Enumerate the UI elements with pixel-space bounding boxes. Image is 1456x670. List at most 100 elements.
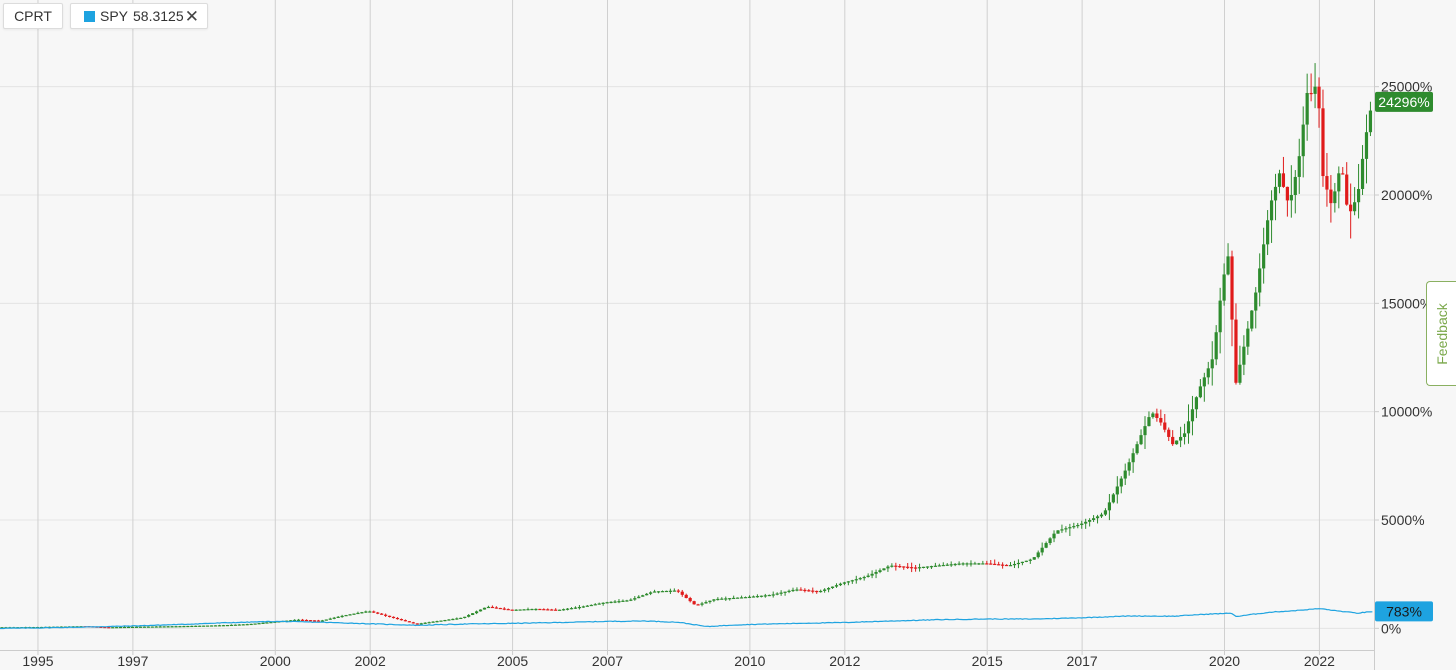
candle-body: [427, 622, 431, 624]
candle-body: [419, 623, 423, 625]
candle: [1305, 73, 1309, 141]
candle-body: [474, 611, 479, 614]
candle-body: [514, 609, 518, 611]
candle-body: [360, 612, 364, 614]
candle-body: [550, 609, 554, 611]
candle: [356, 611, 360, 615]
candle-body: [898, 566, 902, 568]
candle-body: [668, 590, 672, 592]
candle: [186, 625, 190, 628]
candle: [1020, 561, 1024, 566]
candle: [1186, 404, 1191, 444]
cprt-last-label-text: 24296%: [1378, 94, 1429, 110]
candle: [854, 575, 858, 584]
candle: [1206, 361, 1210, 385]
candle-body: [245, 624, 249, 626]
candle: [463, 616, 467, 619]
candle: [439, 620, 443, 622]
candle: [1163, 414, 1167, 433]
candle-body: [99, 626, 103, 628]
candle: [656, 591, 661, 594]
candle-body: [609, 601, 613, 604]
candle: [672, 588, 676, 592]
candle: [569, 607, 574, 610]
candle: [1325, 153, 1329, 207]
candle: [111, 626, 115, 629]
candle: [838, 582, 843, 587]
candle-body: [1285, 186, 1289, 201]
candle-body: [1052, 533, 1056, 539]
candle-body: [1360, 158, 1365, 189]
candle: [1076, 522, 1080, 529]
candle-body: [732, 597, 736, 600]
candle: [898, 563, 902, 568]
candle-body: [150, 626, 154, 628]
candle: [237, 624, 241, 626]
candle: [668, 588, 672, 594]
candle: [209, 625, 214, 627]
candle-body: [1151, 413, 1155, 418]
candle: [593, 603, 597, 606]
candle-body: [791, 589, 795, 592]
candle: [170, 625, 174, 628]
candle-body: [1028, 559, 1032, 561]
candle: [783, 591, 787, 596]
candle-body: [1024, 560, 1028, 562]
candle: [431, 621, 435, 623]
candle: [542, 608, 546, 611]
primary-symbol-chip[interactable]: CPRT: [3, 3, 63, 29]
candle-body: [498, 607, 502, 610]
candle: [1048, 537, 1052, 546]
candle-body: [395, 617, 400, 620]
candle: [1289, 165, 1293, 218]
candle-body: [577, 606, 582, 609]
candle-body: [1234, 319, 1238, 383]
candle-body: [1044, 543, 1048, 548]
candle-body: [1325, 176, 1329, 190]
candle: [423, 622, 427, 624]
candle: [158, 626, 162, 628]
candle-body: [471, 613, 475, 615]
candle: [914, 564, 918, 572]
candle-body: [1210, 359, 1214, 369]
candle-body: [811, 590, 815, 592]
candle: [534, 608, 538, 611]
candle-body: [217, 625, 222, 627]
candle: [498, 607, 502, 610]
candle-body: [826, 588, 831, 590]
candle-body: [819, 590, 823, 593]
candle: [878, 568, 882, 574]
candle-body: [902, 566, 906, 568]
candle: [1309, 73, 1313, 102]
candle: [1273, 173, 1278, 221]
candle: [384, 613, 388, 617]
candle-body: [447, 619, 451, 621]
candle: [660, 590, 665, 593]
primary-symbol-label: CPRT: [14, 8, 52, 24]
candle: [122, 626, 127, 629]
compare-symbol-chip[interactable]: SPY 58.3125 ✕: [70, 3, 208, 29]
candle: [1099, 512, 1104, 518]
candle-body: [380, 613, 384, 615]
candle-body: [174, 626, 178, 628]
candle-body: [142, 626, 146, 628]
candle: [565, 608, 570, 611]
candle: [1262, 227, 1266, 284]
candle-body: [680, 591, 684, 595]
candle: [451, 618, 455, 621]
candle: [376, 611, 380, 615]
candle: [1313, 63, 1317, 109]
candle: [712, 599, 716, 603]
candle: [1345, 162, 1349, 206]
candle-body: [384, 614, 388, 616]
candle-body: [293, 619, 297, 622]
candle: [1001, 562, 1005, 569]
x-tick-label: 2007: [592, 653, 623, 669]
candle-body: [1175, 440, 1179, 445]
candle-body: [1246, 328, 1250, 347]
close-icon[interactable]: ✕: [184, 6, 199, 26]
feedback-tab[interactable]: Feedback: [1426, 281, 1456, 386]
candle-body: [917, 567, 922, 569]
candle-body: [190, 625, 194, 628]
candle-body: [554, 609, 558, 611]
